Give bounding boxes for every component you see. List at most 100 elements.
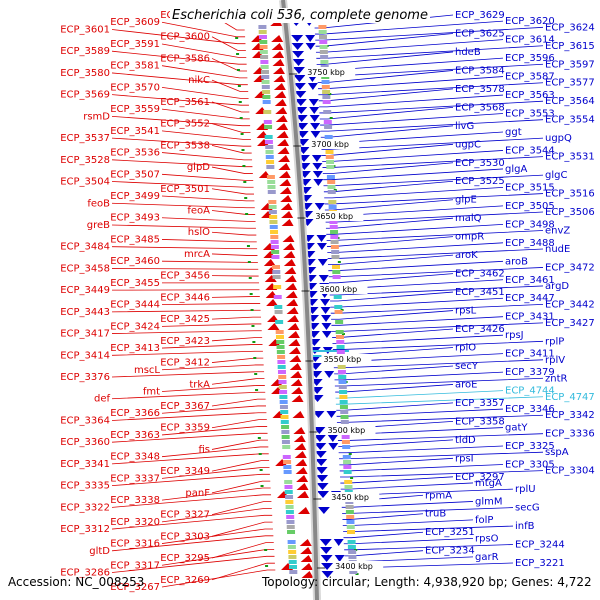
right-gene-label[interactable]: ECP_3411 bbox=[505, 349, 555, 360]
left-gene-label[interactable]: ECP_3269 bbox=[160, 575, 210, 586]
left-gene-label[interactable]: ECP_3507 bbox=[110, 169, 160, 180]
left-gene-label[interactable]: ECP_3412 bbox=[160, 358, 210, 369]
left-gene-label[interactable]: ECP_3561 bbox=[160, 97, 210, 108]
left-gene-label[interactable]: ECP_3559 bbox=[110, 104, 160, 115]
right-gene-label[interactable]: ECP_3553 bbox=[505, 109, 555, 120]
right-gene-label[interactable]: ECP_3426 bbox=[455, 324, 505, 335]
left-gene-label[interactable]: ECP_3504 bbox=[60, 177, 110, 188]
right-gene-label[interactable]: tldD bbox=[455, 435, 476, 446]
left-gene-label[interactable]: ECP_3586 bbox=[160, 53, 210, 64]
right-gene-label[interactable]: ECP_3346 bbox=[505, 404, 555, 415]
right-gene-label[interactable]: ompR bbox=[455, 232, 484, 243]
right-gene-label[interactable]: ECP_3342 bbox=[545, 410, 595, 421]
left-gene-label[interactable]: glpD bbox=[187, 162, 210, 173]
right-gene-label[interactable]: ECP_3325 bbox=[505, 441, 555, 452]
right-gene-label[interactable]: rpsI bbox=[455, 453, 474, 464]
left-gene-label[interactable]: ECP_3501 bbox=[160, 184, 210, 195]
right-gene-label[interactable]: aroB bbox=[505, 256, 528, 267]
left-gene-label[interactable]: greB bbox=[87, 220, 110, 231]
right-gene-label[interactable]: aroE bbox=[455, 379, 477, 390]
right-gene-label[interactable]: rplP bbox=[545, 336, 564, 347]
left-gene-label[interactable]: trkA bbox=[189, 379, 210, 390]
left-gene-label[interactable]: ECP_3580 bbox=[60, 68, 110, 79]
left-gene-label[interactable]: ECP_3455 bbox=[110, 278, 160, 289]
left-gene-label[interactable]: ECP_3458 bbox=[60, 263, 110, 274]
left-gene-label[interactable]: ECP_3541 bbox=[110, 126, 160, 137]
right-gene-label[interactable]: ECP_3221 bbox=[515, 558, 565, 569]
left-gene-label[interactable]: feoB bbox=[87, 198, 110, 209]
right-gene-label[interactable]: ECP_3358 bbox=[455, 416, 505, 427]
right-gene-label[interactable]: garR bbox=[475, 552, 499, 563]
right-gene-label[interactable]: ECP_3505 bbox=[505, 201, 555, 212]
right-gene-label[interactable]: secY bbox=[455, 361, 479, 372]
right-gene-label[interactable]: mtgA bbox=[475, 478, 502, 489]
left-gene-label[interactable]: ECP_3460 bbox=[110, 256, 160, 267]
right-gene-label[interactable]: ECP_3531 bbox=[545, 152, 595, 163]
right-gene-label[interactable]: ECP_3597 bbox=[545, 59, 595, 70]
left-gene-label[interactable]: ECP_3417 bbox=[60, 329, 110, 340]
right-gene-label[interactable]: ECP_4744 bbox=[505, 386, 555, 397]
right-gene-label[interactable]: ECP_3554 bbox=[545, 115, 595, 126]
right-gene-label[interactable]: ECP_3577 bbox=[545, 78, 595, 89]
left-gene-label[interactable]: ECP_3363 bbox=[110, 430, 160, 441]
right-gene-label[interactable]: ugpC bbox=[455, 139, 481, 150]
right-gene-label[interactable]: ECP_3451 bbox=[455, 287, 505, 298]
right-gene-label[interactable]: envZ bbox=[545, 226, 570, 237]
right-gene-label[interactable]: ECP_3506 bbox=[545, 207, 595, 218]
left-gene-label[interactable]: nikC bbox=[188, 75, 210, 86]
left-gene-label[interactable]: ECP_3444 bbox=[110, 300, 160, 311]
right-gene-label[interactable]: zntR bbox=[545, 373, 568, 384]
right-gene-label[interactable]: ECP_3544 bbox=[505, 145, 555, 156]
left-gene-label[interactable]: ECP_3364 bbox=[60, 415, 110, 426]
left-gene-label[interactable]: ECP_3569 bbox=[60, 90, 110, 101]
right-gene-label[interactable]: ECP_3442 bbox=[545, 299, 595, 310]
left-gene-label[interactable]: ECP_3348 bbox=[110, 452, 160, 463]
left-gene-label[interactable]: ECP_3335 bbox=[60, 481, 110, 492]
right-gene-label[interactable]: ugpQ bbox=[545, 133, 572, 144]
left-gene-label[interactable]: ECP_3443 bbox=[60, 307, 110, 318]
right-gene-label[interactable]: rpsL bbox=[455, 306, 477, 317]
right-gene-label[interactable]: ECP_3587 bbox=[505, 72, 555, 83]
left-gene-label[interactable]: ECP_3349 bbox=[160, 466, 210, 477]
left-gene-label[interactable]: ECP_3359 bbox=[160, 423, 210, 434]
left-gene-label[interactable]: ECP_3484 bbox=[60, 242, 110, 253]
left-gene-label[interactable]: fis bbox=[198, 444, 210, 455]
left-gene-label[interactable]: ECP_3499 bbox=[110, 191, 160, 202]
right-gene-label[interactable]: rplV bbox=[545, 355, 565, 366]
right-gene-label[interactable]: nudE bbox=[545, 244, 570, 255]
right-gene-label[interactable]: argD bbox=[545, 281, 569, 292]
right-gene-label[interactable]: folP bbox=[475, 515, 493, 526]
right-gene-label[interactable]: infB bbox=[515, 521, 535, 532]
left-gene-label[interactable]: panF bbox=[185, 488, 210, 499]
right-gene-label[interactable]: ECP_3516 bbox=[545, 189, 595, 200]
left-gene-label[interactable]: ECP_3322 bbox=[60, 502, 110, 513]
right-gene-label[interactable]: glpE bbox=[455, 195, 477, 206]
right-gene-label[interactable]: rplO bbox=[455, 342, 476, 353]
right-gene-label[interactable]: ECP_3620 bbox=[505, 16, 555, 27]
left-gene-label[interactable]: ECP_3600 bbox=[160, 32, 210, 43]
left-gene-label[interactable]: ECP_3423 bbox=[160, 336, 210, 347]
left-gene-label[interactable]: ECP_3414 bbox=[60, 350, 110, 361]
right-gene-label[interactable]: ECP_3251 bbox=[425, 527, 475, 538]
right-gene-label[interactable]: ECP_3498 bbox=[505, 219, 555, 230]
left-gene-label[interactable]: ECP_3601 bbox=[60, 24, 110, 35]
left-gene-label[interactable]: ECP_3413 bbox=[110, 343, 160, 354]
left-gene-label[interactable]: hslO bbox=[188, 227, 210, 238]
left-gene-label[interactable]: ECP_3295 bbox=[160, 553, 210, 564]
right-gene-label[interactable]: ECP_3447 bbox=[505, 293, 555, 304]
left-gene-label[interactable]: ECP_3312 bbox=[60, 524, 110, 535]
right-gene-label[interactable]: ECP_3563 bbox=[505, 90, 555, 101]
left-gene-label[interactable]: ECP_3360 bbox=[60, 437, 110, 448]
left-gene-label[interactable]: mrcA bbox=[184, 249, 210, 260]
right-gene-label[interactable]: ECP_4747 bbox=[545, 392, 595, 403]
left-gene-label[interactable]: ECP_3552 bbox=[160, 119, 210, 130]
right-gene-label[interactable]: ECP_3525 bbox=[455, 176, 505, 187]
right-gene-label[interactable]: ECP_3488 bbox=[505, 238, 555, 249]
left-gene-label[interactable]: ECP_3376 bbox=[60, 372, 110, 383]
right-gene-label[interactable]: ECP_3297 bbox=[455, 472, 505, 483]
left-gene-label[interactable]: ECP_3485 bbox=[110, 234, 160, 245]
left-gene-label[interactable]: ECP_3425 bbox=[160, 314, 210, 325]
left-gene-label[interactable]: def bbox=[94, 394, 111, 405]
left-gene-label[interactable]: ECP_3537 bbox=[60, 133, 110, 144]
left-gene-label[interactable]: ECP_3591 bbox=[110, 39, 160, 50]
